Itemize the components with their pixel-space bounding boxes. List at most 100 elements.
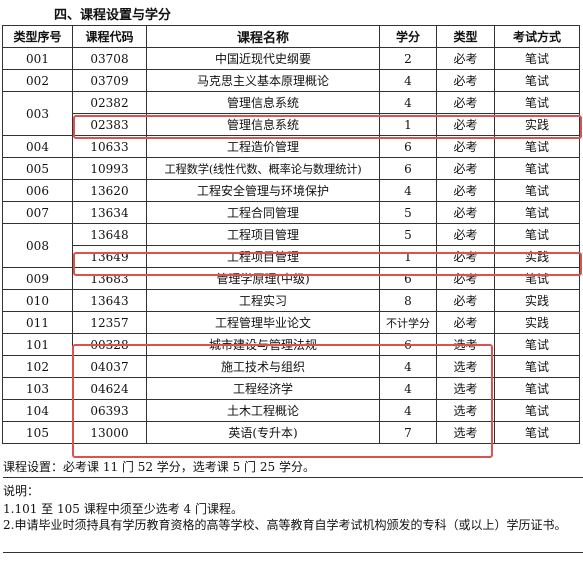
cell-credit: 2 xyxy=(379,47,437,70)
table-row: 02383 管理信息系统 1 必考 实践 xyxy=(3,113,580,136)
header-exam: 考试方式 xyxy=(494,25,580,48)
cell-exam: 实践 xyxy=(494,289,580,312)
cell-type: 必考 xyxy=(436,179,495,202)
cell-name: 工程项目管理 xyxy=(146,245,380,268)
cell-type: 选考 xyxy=(436,333,495,356)
table-row: 008 13648 工程项目管理 5 必考 笔试 xyxy=(2,223,580,268)
cell-code: 10993 xyxy=(72,157,147,180)
divider xyxy=(3,477,583,478)
table-row: 103 04624 工程经济学 4 选考 笔试 xyxy=(2,377,580,400)
cell-credit: 7 xyxy=(379,421,437,444)
header-name: 课程名称 xyxy=(146,25,380,48)
cell-code: 02383 xyxy=(72,113,147,136)
section-title: 四、课程设置与学分 xyxy=(54,8,172,23)
cell-type: 必考 xyxy=(436,201,495,224)
cell-name: 工程实习 xyxy=(146,289,380,312)
cell-code: 02382 xyxy=(72,91,147,114)
cell-seq: 003 xyxy=(2,91,73,136)
cell-type: 必考 xyxy=(436,47,495,70)
cell-name: 土木工程概论 xyxy=(146,399,380,422)
header-credit: 学分 xyxy=(379,25,437,48)
cell-credit: 6 xyxy=(379,135,437,158)
table-row: 001 03708 中国近现代史纲要 2 必考 笔试 xyxy=(2,47,580,70)
cell-seq: 007 xyxy=(2,201,73,224)
cell-type: 必考 xyxy=(436,157,495,180)
cell-exam: 笔试 xyxy=(494,399,580,422)
table-row: 010 13643 工程实习 8 必考 实践 xyxy=(2,289,580,312)
cell-credit: 4 xyxy=(379,355,437,378)
cell-credit: 5 xyxy=(379,201,437,224)
cell-name: 施工技术与组织 xyxy=(146,355,380,378)
cell-name: 管理信息系统 xyxy=(146,113,380,136)
cell-seq: 102 xyxy=(2,355,73,378)
note-2: 2.申请毕业时须持具有学历教育资格的高等学校、高等教育自学考试机构颁发的专科（或… xyxy=(3,518,567,532)
course-table: 类型序号 课程代码 课程名称 学分 类型 考试方式 001 03708 中国近现… xyxy=(2,25,580,444)
cell-name: 工程经济学 xyxy=(146,377,380,400)
cell-code: 00328 xyxy=(72,333,147,356)
cell-seq: 008 xyxy=(2,223,73,268)
cell-exam: 实践 xyxy=(494,113,580,136)
cell-credit: 6 xyxy=(379,157,437,180)
note-1: 1.101 至 105 课程中须至少选考 4 门课程。 xyxy=(3,502,243,516)
cell-type: 必考 xyxy=(436,289,495,312)
divider xyxy=(3,552,583,553)
cell-type: 必考 xyxy=(436,69,495,92)
cell-code: 13634 xyxy=(72,201,147,224)
table-row: 007 13634 工程合同管理 5 必考 笔试 xyxy=(2,201,580,224)
cell-credit: 4 xyxy=(379,69,437,92)
cell-type: 选考 xyxy=(436,377,495,400)
cell-name: 工程安全管理与环境保护 xyxy=(146,179,380,202)
cell-exam: 笔试 xyxy=(494,157,580,180)
cell-exam: 笔试 xyxy=(494,69,580,92)
cell-code: 13683 xyxy=(72,267,147,290)
cell-code: 03709 xyxy=(72,69,147,92)
cell-type: 必考 xyxy=(436,311,495,334)
cell-exam: 实践 xyxy=(494,245,580,268)
cell-exam: 笔试 xyxy=(494,223,580,246)
cell-code: 03708 xyxy=(72,47,147,70)
cell-seq: 006 xyxy=(2,179,73,202)
cell-code: 10633 xyxy=(72,135,147,158)
cell-type: 必考 xyxy=(436,91,495,114)
table-row: 101 00328 城市建设与管理法规 6 选考 笔试 xyxy=(2,333,580,356)
cell-name: 城市建设与管理法规 xyxy=(146,333,380,356)
cell-credit: 5 xyxy=(379,223,437,246)
cell-exam: 笔试 xyxy=(494,201,580,224)
cell-type: 选考 xyxy=(436,355,495,378)
table-row: 104 06393 土木工程概论 4 选考 笔试 xyxy=(2,399,580,422)
cell-seq: 001 xyxy=(2,47,73,70)
cell-name: 工程数学(线性代数、概率论与数理统计) xyxy=(146,157,380,180)
cell-exam: 笔试 xyxy=(494,267,580,290)
cell-code: 12357 xyxy=(72,311,147,334)
cell-credit: 4 xyxy=(379,377,437,400)
table-row: 004 10633 工程造价管理 6 必考 笔试 xyxy=(2,135,580,158)
cell-type: 必考 xyxy=(436,113,495,136)
cell-type: 必考 xyxy=(436,267,495,290)
table-row: 005 10993 工程数学(线性代数、概率论与数理统计) 6 必考 笔试 xyxy=(2,157,580,180)
table-row: 13649 工程项目管理 1 必考 实践 xyxy=(3,245,580,268)
cell-credit: 1 xyxy=(379,245,437,268)
table-row: 011 12357 工程管理毕业论文 不计学分 必考 实践 xyxy=(2,311,580,334)
cell-exam: 笔试 xyxy=(494,135,580,158)
cell-credit: 8 xyxy=(379,289,437,312)
cell-name: 英语(专升本) xyxy=(146,421,380,444)
cell-exam: 实践 xyxy=(494,311,580,334)
cell-type: 选考 xyxy=(436,421,495,444)
cell-name: 马克思主义基本原理概论 xyxy=(146,69,380,92)
cell-exam: 笔试 xyxy=(494,421,580,444)
notes-title: 说明： xyxy=(3,484,40,498)
cell-code: 13620 xyxy=(72,179,147,202)
cell-exam: 笔试 xyxy=(494,377,580,400)
cell-seq: 101 xyxy=(2,333,73,356)
cell-seq: 011 xyxy=(2,311,73,334)
cell-credit: 4 xyxy=(379,179,437,202)
cell-credit: 1 xyxy=(379,113,437,136)
table-row: 003 02382 管理信息系统 4 必考 笔试 xyxy=(2,91,580,136)
cell-name: 管理信息系统 xyxy=(146,91,380,114)
cell-code: 13643 xyxy=(72,289,147,312)
table-row: 009 13683 管理学原理(中级) 6 必考 笔试 xyxy=(2,267,580,290)
summary-text: 课程设置：必考课 11 门 52 学分，选考课 5 门 25 学分。 xyxy=(3,460,315,474)
cell-exam: 笔试 xyxy=(494,47,580,70)
cell-seq: 103 xyxy=(2,377,73,400)
cell-credit: 不计学分 xyxy=(379,311,437,334)
